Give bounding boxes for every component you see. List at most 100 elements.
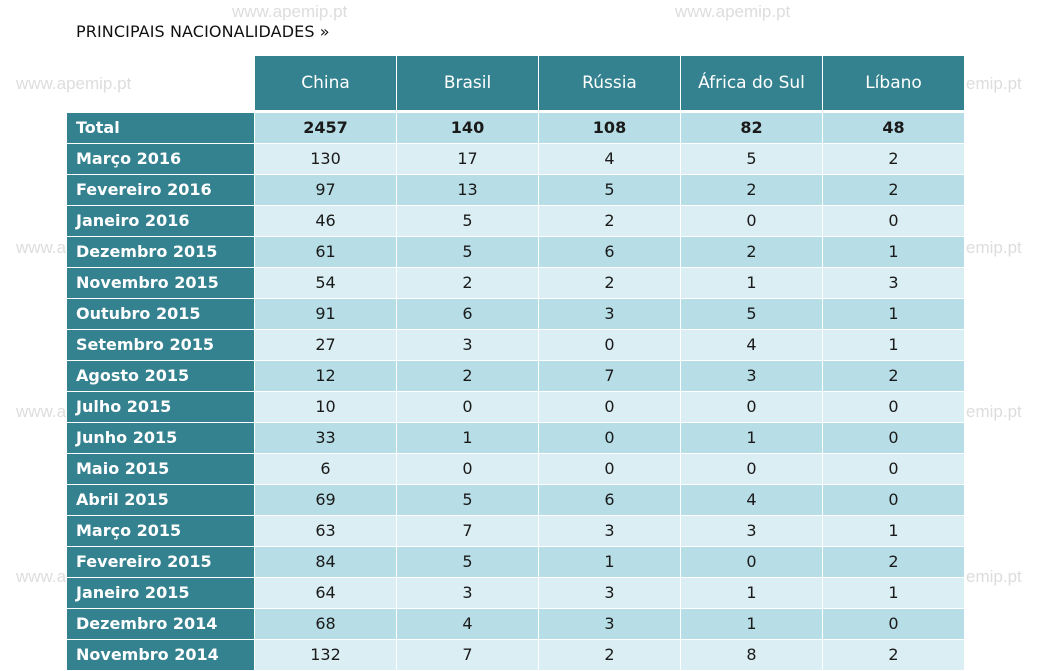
table-cell: 12 xyxy=(255,361,397,392)
table-cell: 2 xyxy=(681,237,823,268)
table-cell: 0 xyxy=(539,330,681,361)
table-cell: 8 xyxy=(681,640,823,671)
row-label: Dezembro 2015 xyxy=(67,237,255,268)
row-label: Outubro 2015 xyxy=(67,299,255,330)
table-cell: 4 xyxy=(539,144,681,175)
row-label: Junho 2015 xyxy=(67,423,255,454)
row-label: Dezembro 2014 xyxy=(67,609,255,640)
table-cell: 6 xyxy=(255,454,397,485)
table-row: Janeiro 2016 46 5 2 0 0 xyxy=(67,206,965,237)
table-cell: 0 xyxy=(539,423,681,454)
table-cell: 68 xyxy=(255,609,397,640)
table-cell: 1 xyxy=(823,237,965,268)
watermark-text: emip.pt xyxy=(966,402,1022,421)
row-label: Novembro 2014 xyxy=(67,640,255,671)
table-cell: 2 xyxy=(397,268,539,299)
table-cell: 0 xyxy=(539,392,681,423)
column-header-brasil: Brasil xyxy=(397,56,539,111)
table-cell: 5 xyxy=(681,299,823,330)
table-cell: 0 xyxy=(397,392,539,423)
table-cell: 6 xyxy=(539,485,681,516)
table-cell: 7 xyxy=(397,640,539,671)
table-cell: 2 xyxy=(823,175,965,206)
table-cell: 6 xyxy=(397,299,539,330)
table-cell: 84 xyxy=(255,547,397,578)
table-cell: 48 xyxy=(823,113,965,144)
table-row: Março 2016 130 17 4 5 2 xyxy=(67,144,965,175)
table-cell: 1 xyxy=(681,609,823,640)
table-cell: 2 xyxy=(397,361,539,392)
header-corner xyxy=(67,56,255,111)
table-cell: 61 xyxy=(255,237,397,268)
table-cell: 63 xyxy=(255,516,397,547)
table-cell: 130 xyxy=(255,144,397,175)
row-label: Novembro 2015 xyxy=(67,268,255,299)
table-cell: 97 xyxy=(255,175,397,206)
table-cell: 0 xyxy=(823,454,965,485)
table-cell: 2457 xyxy=(255,113,397,144)
table-cell: 0 xyxy=(823,485,965,516)
table-cell: 3 xyxy=(823,268,965,299)
table-cell: 4 xyxy=(397,609,539,640)
table-cell: 108 xyxy=(539,113,681,144)
row-label: Fevereiro 2016 xyxy=(67,175,255,206)
table-cell: 0 xyxy=(681,392,823,423)
table-row: Outubro 2015 91 6 3 5 1 xyxy=(67,299,965,330)
table-cell: 46 xyxy=(255,206,397,237)
table-row: Fevereiro 2016 97 13 5 2 2 xyxy=(67,175,965,206)
table-cell: 0 xyxy=(539,454,681,485)
table-cell: 4 xyxy=(681,330,823,361)
table-row: Março 2015 63 7 3 3 1 xyxy=(67,516,965,547)
table-cell: 10 xyxy=(255,392,397,423)
watermark-text: emip.pt xyxy=(966,238,1022,257)
table-cell: 3 xyxy=(539,516,681,547)
row-label: Setembro 2015 xyxy=(67,330,255,361)
table-cell: 3 xyxy=(397,578,539,609)
table-cell: 132 xyxy=(255,640,397,671)
table-cell: 3 xyxy=(397,330,539,361)
total-row: Total 2457 140 108 82 48 xyxy=(67,113,965,144)
row-label: Janeiro 2016 xyxy=(67,206,255,237)
table-cell: 1 xyxy=(681,423,823,454)
row-label: Agosto 2015 xyxy=(67,361,255,392)
table-cell: 2 xyxy=(681,175,823,206)
table-cell: 3 xyxy=(539,578,681,609)
table-row: Fevereiro 2015 84 5 1 0 2 xyxy=(67,547,965,578)
table-cell: 1 xyxy=(823,299,965,330)
table-row: Janeiro 2015 64 3 3 1 1 xyxy=(67,578,965,609)
table-row: Junho 2015 33 1 0 1 0 xyxy=(67,423,965,454)
row-label: Maio 2015 xyxy=(67,454,255,485)
row-label: Março 2015 xyxy=(67,516,255,547)
table-cell: 64 xyxy=(255,578,397,609)
watermark-text: www.apemip.pt xyxy=(16,74,132,93)
table-row: Abril 2015 69 5 6 4 0 xyxy=(67,485,965,516)
table-row: Novembro 2015 54 2 2 1 3 xyxy=(67,268,965,299)
table-cell: 1 xyxy=(823,330,965,361)
table-cell: 82 xyxy=(681,113,823,144)
table-cell: 5 xyxy=(539,175,681,206)
row-label: Total xyxy=(67,113,255,144)
table-cell: 2 xyxy=(823,361,965,392)
table-cell: 0 xyxy=(823,206,965,237)
table-cell: 1 xyxy=(397,423,539,454)
row-label: Março 2016 xyxy=(67,144,255,175)
table-cell: 5 xyxy=(397,485,539,516)
table-cell: 5 xyxy=(681,144,823,175)
table-row: Maio 2015 6 0 0 0 0 xyxy=(67,454,965,485)
watermark-text: www.apemip.pt xyxy=(232,2,348,21)
table-cell: 2 xyxy=(823,547,965,578)
table-cell: 7 xyxy=(397,516,539,547)
row-label: Abril 2015 xyxy=(67,485,255,516)
table-cell: 27 xyxy=(255,330,397,361)
table-cell: 2 xyxy=(823,144,965,175)
table-row: Novembro 2014 132 7 2 8 2 xyxy=(67,640,965,671)
table-cell: 3 xyxy=(539,609,681,640)
table-cell: 2 xyxy=(539,206,681,237)
table-cell: 1 xyxy=(823,516,965,547)
table-cell: 0 xyxy=(397,454,539,485)
table-cell: 1 xyxy=(823,578,965,609)
column-header-china: China xyxy=(255,56,397,111)
table-row: Julho 2015 10 0 0 0 0 xyxy=(67,392,965,423)
table-row: Setembro 2015 27 3 0 4 1 xyxy=(67,330,965,361)
table-cell: 2 xyxy=(539,640,681,671)
